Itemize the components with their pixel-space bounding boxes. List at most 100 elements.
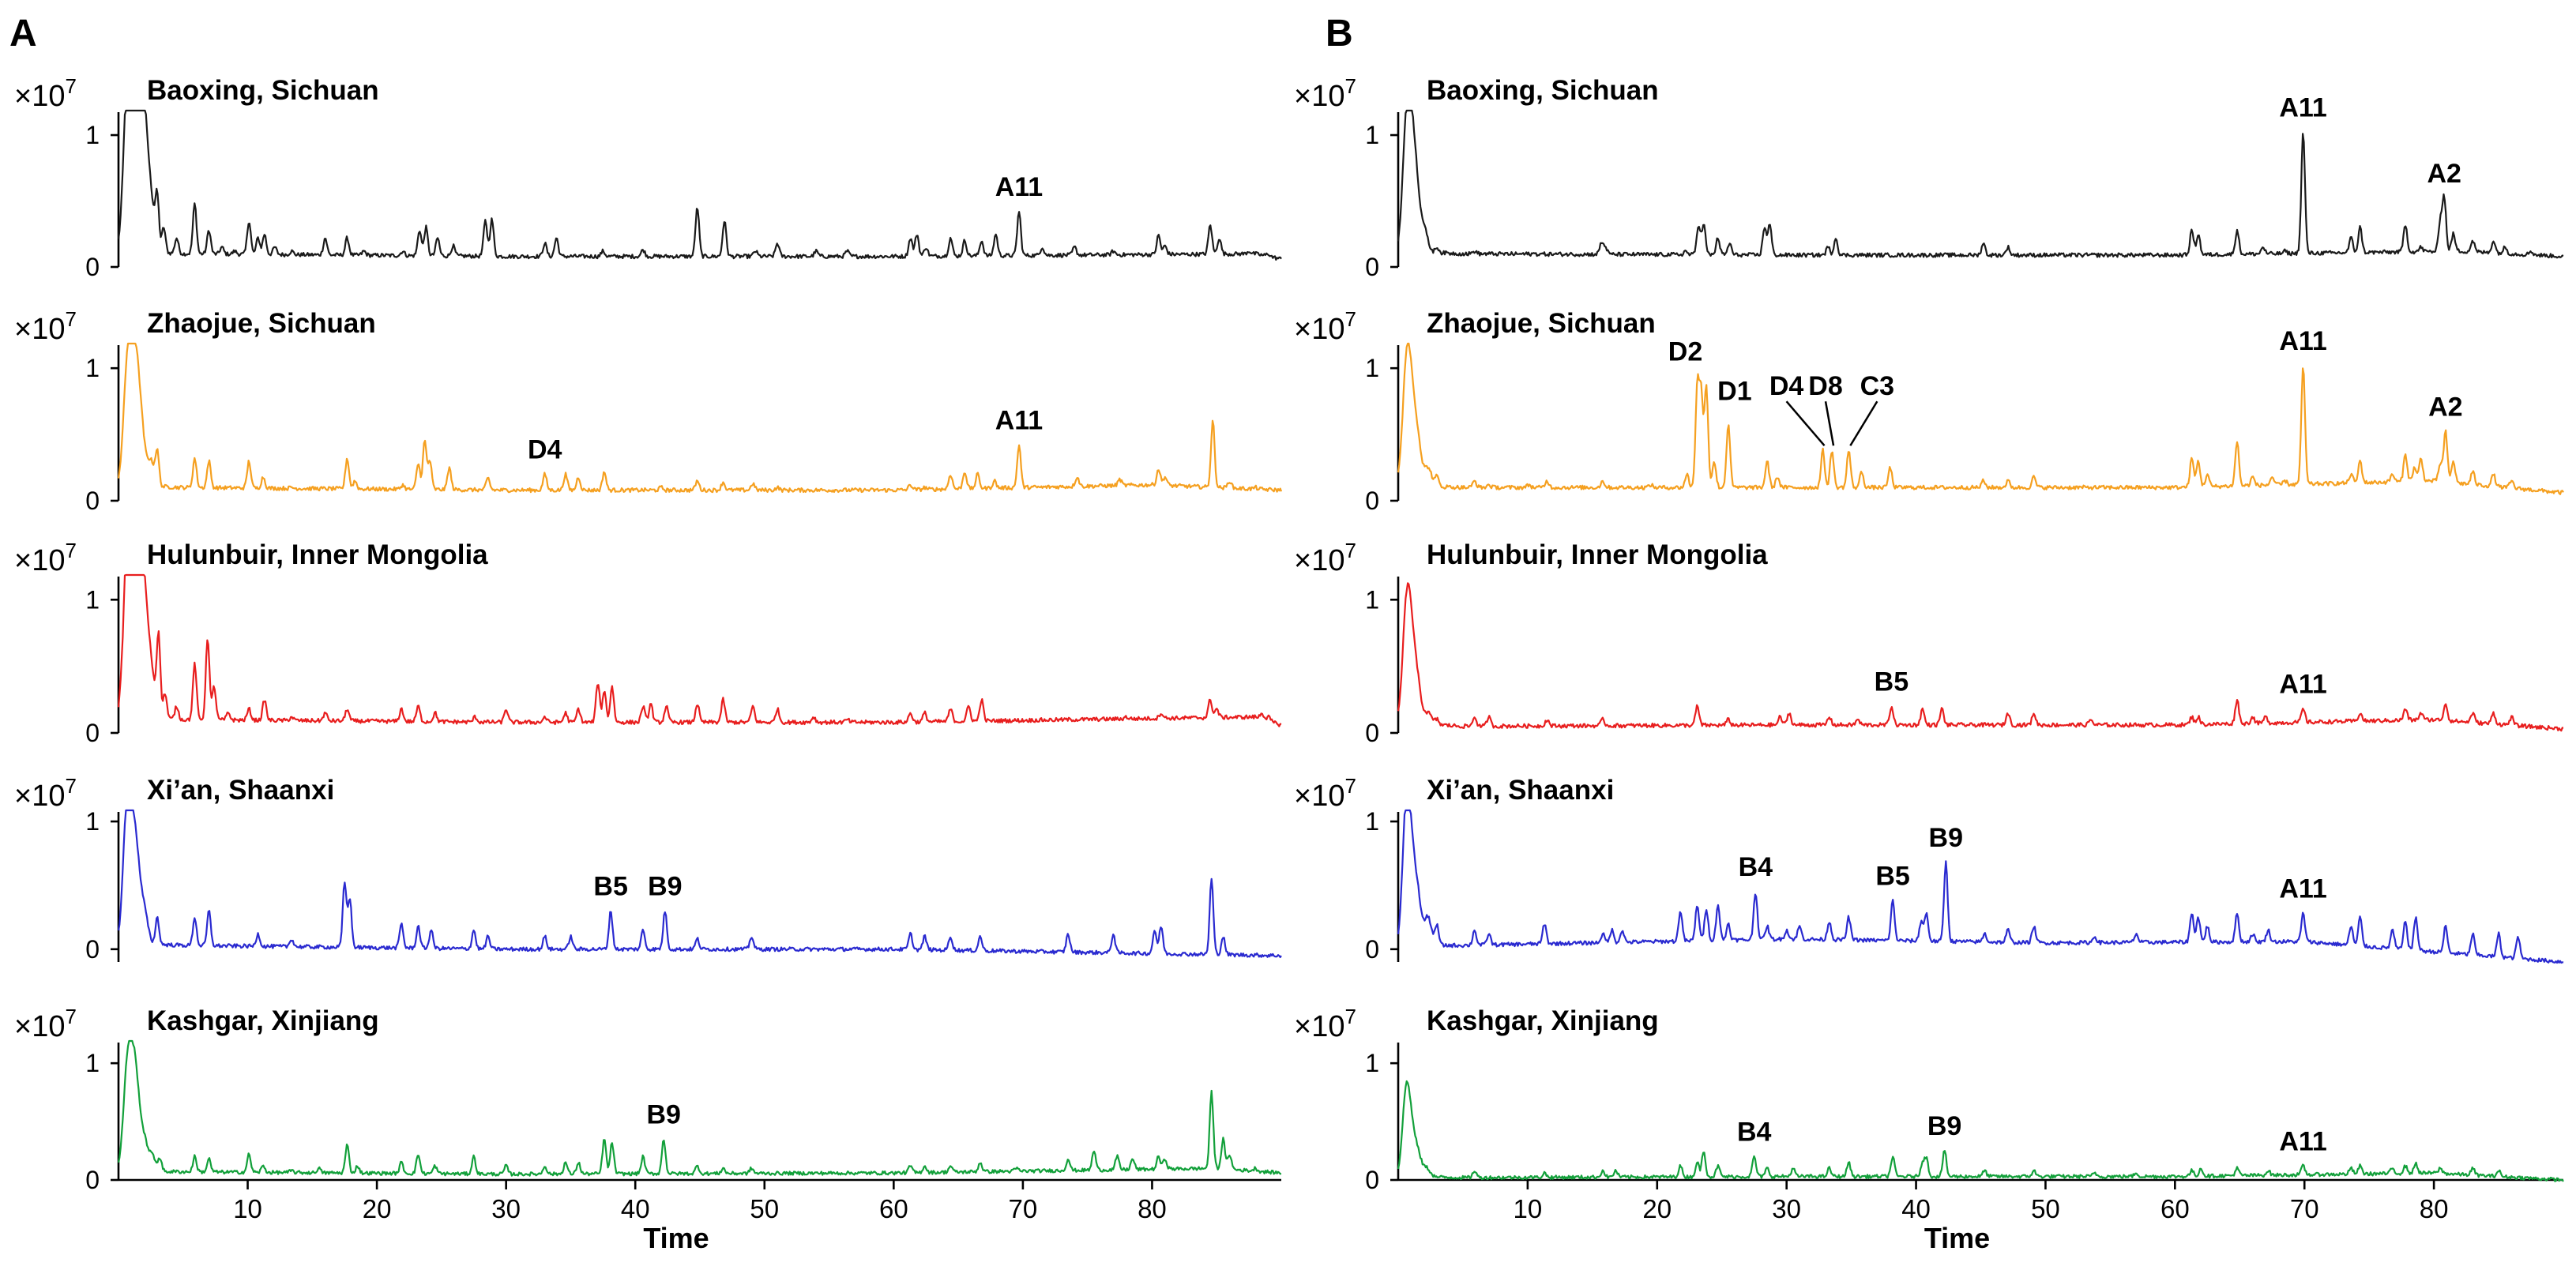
- x-tick-label: 40: [1901, 1194, 1931, 1223]
- y-scale-label: ×107: [1294, 774, 1356, 813]
- chromatogram-title: Hulunbuir, Inner Mongolia: [147, 539, 488, 570]
- x-axis-label: Time: [643, 1222, 709, 1254]
- chromatogram-trace: [117, 342, 1283, 494]
- peak-label: B9: [1927, 1111, 1961, 1141]
- x-tick-label: 30: [491, 1194, 521, 1223]
- peak-leader-line: [1824, 401, 1835, 446]
- chromatogram-trace: [1397, 582, 2564, 732]
- chromatogram-trace: [1397, 1080, 2564, 1182]
- chromatogram-title: Baoxing, Sichuan: [1427, 75, 1659, 106]
- x-axis-label: Time: [1924, 1222, 1990, 1254]
- y-tick-label: 1: [1365, 807, 1379, 836]
- x-tick-label: 40: [621, 1194, 650, 1223]
- chromatogram-b-5: 0 1 ×107 Kashgar, Xinjiang B4 B9 A11 10 20 30 40 50…: [1294, 1005, 2564, 1254]
- peak-label: A11: [2279, 93, 2327, 123]
- y-tick-label: 0: [1365, 487, 1379, 515]
- peak-label: B5: [1875, 861, 1909, 891]
- peak-label: A11: [995, 406, 1044, 436]
- x-tick-label: 10: [1514, 1194, 1543, 1223]
- y-tick-label: 0: [1365, 935, 1379, 964]
- panel-label-a: A: [9, 13, 37, 54]
- chromatogram-trace: [117, 1039, 1282, 1177]
- chromatogram-title: Xi’an, Shaanxi: [147, 775, 334, 806]
- y-scale-label: ×107: [14, 307, 77, 346]
- peak-leader-line: [1785, 400, 1826, 447]
- x-tick-label: 70: [1009, 1194, 1038, 1223]
- y-tick-label: 0: [85, 253, 100, 281]
- chromatogram-title: Xi’an, Shaanxi: [1427, 775, 1614, 806]
- chromatogram-title: Kashgar, Xinjiang: [147, 1005, 379, 1036]
- peak-label: A11: [2279, 670, 2327, 700]
- y-tick-label: 0: [85, 935, 100, 964]
- y-scale-label: ×107: [14, 774, 77, 813]
- y-scale-label: ×107: [14, 74, 77, 113]
- chromatogram-title: Baoxing, Sichuan: [147, 75, 379, 106]
- peak-label: B9: [1929, 823, 1963, 853]
- peak-label: B5: [593, 871, 627, 901]
- x-tick-label: 20: [1642, 1194, 1672, 1223]
- peak-label: D1: [1717, 377, 1751, 407]
- peak-leader-line: [1849, 400, 1878, 446]
- chromatogram-title: Hulunbuir, Inner Mongolia: [1427, 539, 1768, 570]
- y-tick-label: 1: [1365, 585, 1379, 614]
- chromatogram-b-1: 0 1 ×107 Baoxing, Sichuan A11 A2: [1294, 74, 2564, 281]
- chromatogram-title: Zhaojue, Sichuan: [147, 308, 376, 339]
- y-scale-label: ×107: [1294, 1005, 1356, 1043]
- y-scale-label: ×107: [1294, 74, 1356, 113]
- y-tick-label: 1: [85, 354, 100, 382]
- chromatogram-a-4: 0 1 ×107 Xi’an, Shaanxi B5 B9: [14, 774, 1282, 964]
- chromatogram-trace: [1397, 809, 2564, 964]
- peak-label: D2: [1668, 336, 1702, 366]
- chromatogram-b-3: 0 1 ×107 Hulunbuir, Inner Mongolia B5 A11: [1294, 539, 2564, 747]
- chromatogram-a-2: 0 1 ×107 Zhaojue, Sichuan D4 A11: [14, 307, 1283, 515]
- x-tick-label: 50: [2031, 1194, 2060, 1223]
- peak-label: A11: [2279, 326, 2327, 356]
- y-scale-label: ×107: [14, 539, 77, 577]
- chromatogram-trace: [117, 809, 1282, 958]
- y-tick-label: 1: [85, 585, 100, 614]
- x-tick-label: 70: [2290, 1194, 2319, 1223]
- peak-label: A11: [2279, 874, 2327, 904]
- panel-label-b: B: [1326, 13, 1353, 54]
- y-tick-label: 1: [85, 121, 100, 149]
- peak-label: B5: [1875, 667, 1908, 697]
- peak-label: C3: [1860, 371, 1894, 401]
- chromatogram-b-4: 0 1 ×107 Xi’an, Shaanxi B4 B5 B9 A11: [1294, 774, 2564, 964]
- y-tick-label: 0: [85, 487, 100, 515]
- y-tick-label: 1: [85, 1049, 100, 1077]
- y-tick-label: 0: [1365, 719, 1379, 747]
- chromatogram-a-5: 0 1 ×107 Kashgar, Xinjiang B9 10 20 30 40 50 60 70 8…: [14, 1005, 1282, 1254]
- chromatogram-title: Kashgar, Xinjiang: [1427, 1005, 1659, 1036]
- peak-label: B4: [1737, 1117, 1772, 1147]
- peak-label: A11: [995, 172, 1044, 202]
- x-tick-label: 30: [1772, 1194, 1801, 1223]
- y-tick-label: 0: [1365, 253, 1379, 281]
- y-scale-label: ×107: [1294, 307, 1356, 346]
- peak-label: B9: [646, 1099, 680, 1129]
- chromatogram-trace: [1397, 342, 2564, 495]
- chromatogram-b-2: 0 1 ×107 Zhaojue, Sichuan D2 D1 D4 D8 C3 A11 A2: [1294, 307, 2564, 515]
- peak-label: A2: [2428, 393, 2462, 423]
- y-tick-label: 0: [85, 1166, 100, 1194]
- x-tick-label: 80: [2420, 1194, 2449, 1223]
- peak-label: A11: [2279, 1126, 2327, 1156]
- chromatogram-a-3: 0 1 ×107 Hulunbuir, Inner Mongolia: [14, 539, 1282, 747]
- x-tick-label: 60: [2160, 1194, 2190, 1223]
- chromatogram-trace: [1397, 109, 2564, 259]
- y-scale-label: ×107: [14, 1005, 77, 1043]
- peak-label: D4: [1769, 371, 1804, 401]
- y-tick-label: 1: [1365, 121, 1379, 149]
- y-tick-label: 0: [1365, 1166, 1379, 1194]
- chromatogram-a-1: 0 1 ×107 Baoxing, Sichuan A11: [14, 74, 1282, 281]
- x-tick-label: 60: [879, 1194, 908, 1223]
- chromatogram-title: Zhaojue, Sichuan: [1427, 308, 1656, 339]
- x-tick-label: 50: [750, 1194, 779, 1223]
- peak-label: D4: [528, 434, 562, 464]
- y-tick-label: 1: [1365, 1049, 1379, 1077]
- peak-label: B4: [1739, 852, 1773, 882]
- y-scale-label: ×107: [1294, 539, 1356, 577]
- peak-label: D8: [1808, 371, 1842, 401]
- x-tick-label: 80: [1138, 1194, 1167, 1223]
- y-tick-label: 0: [85, 719, 100, 747]
